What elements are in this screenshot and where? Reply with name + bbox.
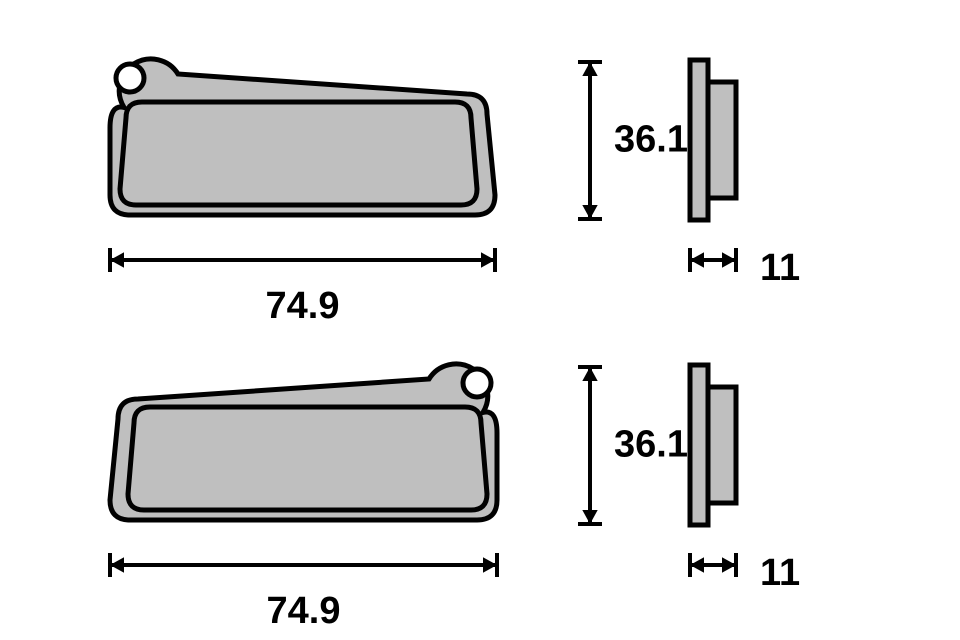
dim-height-bottom [578, 367, 602, 524]
dim-width-bottom [110, 553, 497, 577]
pad-bottom-side [690, 365, 736, 525]
dim-height-bottom-label: 36.1 [614, 424, 688, 466]
dim-thick-top-label: 11 [760, 247, 800, 289]
pad-bottom-mounting-hole [463, 369, 491, 397]
dim-width-top-label: 74.9 [266, 285, 340, 327]
dim-width-top [110, 248, 495, 272]
pad-bottom [110, 364, 497, 520]
dim-height-top-label: 36.1 [614, 119, 688, 161]
pad-top-side [690, 60, 736, 220]
dim-width-bottom-label: 74.9 [267, 590, 341, 632]
pad-top-mounting-hole [116, 64, 144, 92]
dim-height-top [578, 62, 602, 219]
pad-top [110, 59, 495, 215]
dim-thick-bottom-label: 11 [760, 552, 800, 594]
